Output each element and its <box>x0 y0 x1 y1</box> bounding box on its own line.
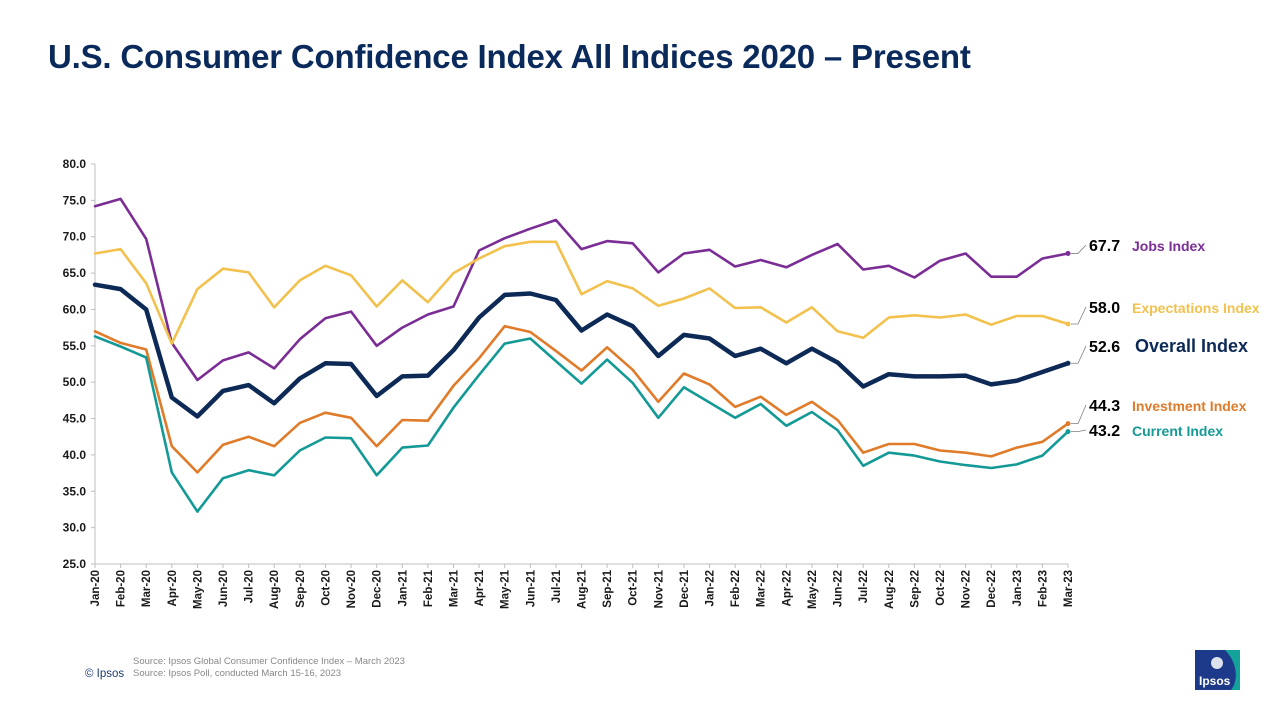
chart-end-labels: 67.7 Jobs Index 58.0 Expectations Index 52.6… <box>1071 238 1260 440</box>
x-tick-label: Feb-20 <box>116 570 128 607</box>
x-tick-label: Oct-22 <box>935 570 947 606</box>
series-end-value: 58.0 <box>1089 300 1120 317</box>
chart-series <box>92 197 1071 513</box>
y-tick-label: 55.0 <box>63 339 87 353</box>
x-tick-label: Jan-22 <box>705 570 717 606</box>
x-tick-label: Mar-22 <box>756 570 768 607</box>
logo-text: Ipsos <box>1199 674 1231 688</box>
x-tick-label: Jan-23 <box>1012 570 1024 606</box>
y-tick-label: 60.0 <box>63 302 87 316</box>
x-tick-label: Feb-23 <box>1037 570 1049 607</box>
y-tick-label: 75.0 <box>63 193 87 207</box>
series-end-point <box>1065 429 1071 435</box>
x-tick-label: Apr-22 <box>781 570 793 606</box>
y-tick-label: 40.0 <box>63 448 87 462</box>
series-end-name: Current Index <box>1132 423 1223 439</box>
x-tick-label: Nov-22 <box>961 570 973 608</box>
x-tick-label: Jan-20 <box>90 570 102 606</box>
copyright: © Ipsos <box>85 668 125 680</box>
x-tick-label: Mar-23 <box>1063 570 1075 607</box>
y-tick-label: 25.0 <box>63 557 87 571</box>
series-end-name: Jobs Index <box>1132 238 1205 254</box>
y-tick-label: 50.0 <box>63 375 87 389</box>
x-tick-label: Dec-21 <box>679 569 691 607</box>
label-leader <box>1071 429 1087 433</box>
series-line-overall-index <box>92 282 1071 419</box>
x-tick-label: Sep-21 <box>602 569 614 607</box>
x-tick-label: Feb-21 <box>423 569 435 607</box>
series-end-name: Investment Index <box>1132 398 1247 414</box>
series-end-name: Overall Index <box>1135 336 1248 356</box>
x-tick-label: Aug-21 <box>577 569 589 609</box>
x-tick-label: Jul-22 <box>858 570 870 603</box>
x-tick-label: Jul-21 <box>551 569 563 603</box>
series-end-value: 67.7 <box>1089 238 1120 255</box>
x-tick-label: Sep-20 <box>295 570 307 608</box>
source-line-1: Source: Ipsos Global Consumer Confidence… <box>133 656 405 667</box>
x-tick-label: May-20 <box>192 570 204 609</box>
x-tick-label: Mar-21 <box>448 569 460 607</box>
series-line-expectations-index <box>93 240 1070 345</box>
series-line-jobs-index <box>93 197 1070 382</box>
x-tick-label: Dec-22 <box>986 570 998 608</box>
series-end-point <box>1065 250 1071 256</box>
y-tick-label: 70.0 <box>63 230 87 244</box>
label-leader <box>1071 306 1087 325</box>
series-end-point <box>1065 321 1071 327</box>
x-tick-label: Jun-21 <box>525 569 537 607</box>
ipsos-logo: Ipsos <box>1195 650 1240 690</box>
page-title: U.S. Consumer Confidence Index All Indic… <box>48 38 971 75</box>
x-tick-label: Apr-21 <box>474 569 486 606</box>
chart-axes: 80.0 75.0 70.0 65.0 60.0 55.0 50.0 45.0 40.0 35.0… <box>63 157 1075 609</box>
series-end-point <box>1065 421 1071 427</box>
x-tick-label: Dec-20 <box>372 570 384 608</box>
y-tick-label: 65.0 <box>63 266 87 280</box>
x-tick-label: Nov-20 <box>346 570 358 608</box>
series-end-name: Expectations Index <box>1132 300 1260 316</box>
source-line-2: Source: Ipsos Poll, conducted March 15-1… <box>133 668 342 679</box>
y-tick-label: 35.0 <box>63 484 87 498</box>
x-tick-label: Jan-21 <box>397 569 409 606</box>
x-tick-label: Jul-20 <box>244 570 256 603</box>
x-tick-label: Oct-20 <box>320 570 332 606</box>
series-line-current-index <box>93 335 1070 513</box>
series-end-value: 44.3 <box>1089 398 1120 415</box>
x-tick-label: Aug-20 <box>269 570 281 609</box>
y-tick-label: 45.0 <box>63 412 87 426</box>
x-tick-label: Aug-22 <box>884 570 896 609</box>
source-notes: Source: Ipsos Global Consumer Confidence… <box>133 656 405 680</box>
series-end-point <box>1065 360 1071 366</box>
label-leader <box>1071 404 1087 425</box>
x-tick-label: Jun-22 <box>833 570 845 607</box>
series-end-value: 52.6 <box>1089 339 1120 356</box>
x-tick-label: Apr-20 <box>167 570 179 606</box>
x-tick-label: Sep-22 <box>909 570 921 608</box>
label-leader <box>1071 345 1087 364</box>
label-leader <box>1071 244 1087 254</box>
y-tick-label: 30.0 <box>63 521 87 535</box>
x-tick-label: Nov-21 <box>653 569 665 608</box>
x-tick-label: Jun-20 <box>218 570 230 607</box>
series-end-value: 43.2 <box>1089 423 1120 440</box>
x-tick-label: May-21 <box>500 569 512 609</box>
x-tick-label: Feb-22 <box>730 570 742 607</box>
x-tick-label: Oct-21 <box>628 569 640 605</box>
series-line-investment-index <box>93 324 1070 474</box>
x-tick-label: May-22 <box>807 570 819 609</box>
y-tick-label: 80.0 <box>63 157 87 171</box>
x-tick-label: Mar-20 <box>141 570 153 607</box>
